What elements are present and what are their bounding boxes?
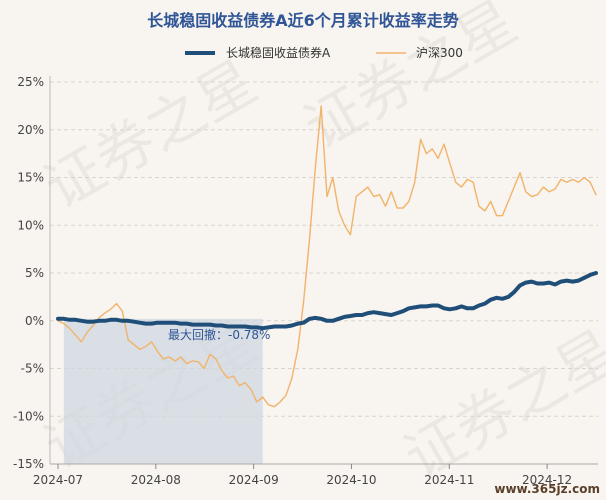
y-axis: 25% 20% 15% 10% 5% 0% -5% -10% -15% (13, 75, 51, 471)
y-tick-label: -15% (13, 457, 44, 471)
legend-label-index: 沪深300 (416, 46, 463, 60)
drawdown-area (63, 318, 263, 464)
y-tick-label: 10% (17, 218, 44, 232)
series-line-1 (57, 105, 597, 408)
y-tick-label: -10% (13, 409, 44, 423)
x-axis: 2024-07 2024-08 2024-09 2024-10 2024-11 2024-… (33, 463, 598, 487)
y-tick-label: 20% (17, 123, 44, 137)
watermark-text-0: 证券之星 (33, 47, 268, 222)
watermark-text-3: 证券之星 (393, 317, 606, 492)
y-tick-label: 0% (25, 314, 44, 328)
x-tick-label: 2024-09 (229, 473, 279, 487)
y-tick-label: 15% (17, 171, 44, 185)
y-tick-label: 25% (17, 75, 44, 89)
series (56, 105, 598, 408)
chart-title: 长城稳固收益债券A近6个月累计收益率走势 (147, 11, 459, 30)
x-tick-label: 2024-07 (33, 473, 83, 487)
y-tick-label: -5% (21, 362, 44, 376)
drawdown-region (63, 318, 263, 464)
y-tick-label: 5% (25, 266, 44, 280)
x-tick-label: 2024-12 (522, 473, 572, 487)
drawdown-label: 最大回撤：-0.78% (168, 327, 270, 342)
x-tick-label: 2024-10 (326, 473, 376, 487)
legend-label-fund: 长城稳固收益债券A (226, 45, 331, 60)
series-line-0 (56, 271, 598, 331)
x-tick-label: 2024-11 (424, 473, 474, 487)
x-tick-label: 2024-08 (131, 473, 181, 487)
site-watermark: www.365jz.com (494, 482, 600, 496)
legend: 长城稳固收益债券A 沪深300 (185, 45, 463, 60)
